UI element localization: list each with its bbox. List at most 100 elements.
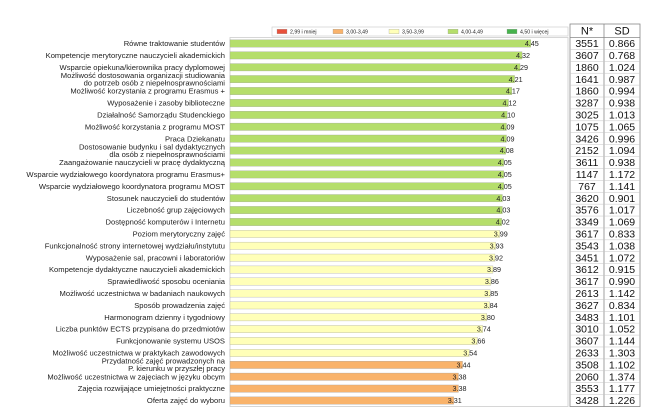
category-label: Dostępność komputerów i Internetu (106, 218, 225, 227)
stat-n: 3287 (575, 98, 599, 110)
bar (229, 134, 507, 143)
stat-sd: 0.834 (609, 300, 635, 312)
value-label: 3.86 (485, 277, 499, 286)
stat-n: 767 (578, 181, 596, 193)
category-label: Dostosowanie budynku i sal dydaktycznych… (79, 142, 225, 159)
column-header-n: N* (581, 26, 594, 38)
stat-n: 3576 (575, 205, 599, 217)
stats-table: N* SD 3551 0.866 3607 0.768 1860 1.024 1641 0.987… (569, 23, 641, 407)
stat-sd: 1.024 (609, 62, 635, 74)
stat-sd: 0.901 (609, 193, 635, 205)
value-label: 3.74 (477, 325, 491, 334)
bar (229, 87, 513, 95)
stat-sd: 1.142 (609, 288, 635, 300)
stat-n: 2633 (575, 348, 599, 360)
value-label: 3.84 (484, 301, 498, 310)
stat-sd: 0.996 (609, 133, 635, 145)
stat-sd: 1.069 (609, 217, 635, 229)
bar (229, 289, 491, 298)
bar (229, 253, 496, 262)
value-label: 3.89 (487, 265, 501, 274)
legend-label: 3,00-3,49 (346, 29, 368, 35)
legend-label: 2,99 i mniej (290, 29, 317, 35)
bars (229, 39, 531, 405)
value-label: 4.09 (500, 122, 514, 131)
stat-sd: 0.915 (609, 264, 635, 276)
stat-n: 3426 (575, 133, 599, 145)
category-label: Możliwość uczestnictwa w badaniach nauko… (60, 289, 225, 298)
category-label: Możliwość korzystania z programu Erasmus… (70, 87, 225, 96)
stat-sd: 1.141 (609, 181, 635, 193)
stat-n: 3620 (575, 193, 599, 205)
stats-table-border (569, 23, 641, 407)
stat-n: 3508 (575, 359, 599, 371)
bar (229, 218, 502, 226)
value-label: 4.12 (503, 99, 517, 108)
value-label: 3.44 (457, 360, 471, 369)
value-label: 4.03 (496, 206, 510, 215)
value-label: 4.10 (501, 110, 515, 119)
value-label: 4.29 (514, 63, 528, 72)
category-label: Przydatność zajęć prowadzonych na P. kier… (102, 357, 226, 374)
stat-n: 3607 (575, 336, 599, 348)
value-label: 3.80 (481, 313, 495, 322)
value-label: 4.08 (500, 146, 514, 155)
stat-sd: 0.938 (609, 98, 635, 110)
category-label: Liczebność grup zajęciowych (127, 206, 225, 215)
category-label: Wsparcie wydziałowego koordynatora progr… (26, 170, 225, 179)
legend-box (271, 26, 569, 37)
category-label: Kompetencje dydaktyczne nauczycieli akad… (49, 265, 225, 274)
stat-sd: 0.994 (609, 86, 635, 98)
bar (229, 158, 504, 167)
stat-n: 3543 (575, 240, 599, 252)
bar (229, 349, 470, 357)
value-label: 3.38 (452, 384, 466, 393)
value-label: 4.05 (498, 170, 512, 179)
bar (229, 194, 503, 203)
bar (229, 396, 454, 405)
category-label: Działalność Samorządu Studenckiego (97, 110, 225, 119)
category-label: Harmonogram dzienny i tygodniowy (104, 313, 225, 322)
category-label: Stosunek nauczycieli do studentów (107, 194, 226, 203)
bar (229, 241, 496, 250)
stat-n: 1860 (575, 62, 599, 74)
bar (229, 182, 504, 191)
category-label: Praca Dziekanatu (165, 134, 225, 143)
bar (229, 206, 503, 214)
stat-n: 3627 (575, 300, 599, 312)
category-label: Sprawiedliwość sposobu oceniania (107, 277, 226, 286)
legend-swatch (332, 29, 344, 34)
stat-sd: 0.938 (609, 157, 635, 169)
category-label-line: Przydatność zajęć prowadzonych na (102, 357, 226, 366)
legend: 2,99 i mniej 3,00-3,49 3,50-3,99 4,00-4,49 4… (271, 26, 569, 37)
legend-swatch (447, 29, 459, 34)
bar (229, 337, 478, 345)
category-label: Zajęcia rozwijające umiejętności praktyc… (78, 384, 225, 393)
bar (229, 372, 459, 381)
category-label: Wyposażenie i zasoby biblioteczne (107, 99, 225, 108)
value-label: 3.92 (489, 253, 503, 262)
stat-n: 3553 (575, 383, 599, 395)
stat-n: 3025 (575, 109, 599, 121)
bar (229, 265, 494, 274)
value-label: 3.85 (484, 289, 498, 298)
stat-n: 3428 (575, 395, 599, 407)
bar (229, 360, 463, 369)
stat-n: 3607 (575, 50, 599, 62)
stat-n: 3612 (575, 264, 599, 276)
bar (229, 39, 531, 48)
legend-swatch (388, 29, 400, 34)
stat-sd: 1.144 (609, 336, 635, 348)
category-label: Zaangażowanie nauczycieli w pracę dydakt… (59, 158, 226, 167)
category-label-line: do potrzeb osób z niepełnosprawnościami (84, 79, 226, 88)
legend-label: 4,00-4,49 (461, 29, 483, 35)
stat-n: 2060 (575, 371, 599, 383)
value-label: 3.99 (494, 230, 508, 239)
bar (229, 146, 506, 155)
bar (229, 301, 490, 310)
value-label: 3.93 (490, 241, 504, 250)
stat-n: 3010 (575, 324, 599, 336)
category-label: Równe traktowanie studentów (124, 39, 226, 48)
stat-sd: 1.374 (609, 371, 635, 383)
